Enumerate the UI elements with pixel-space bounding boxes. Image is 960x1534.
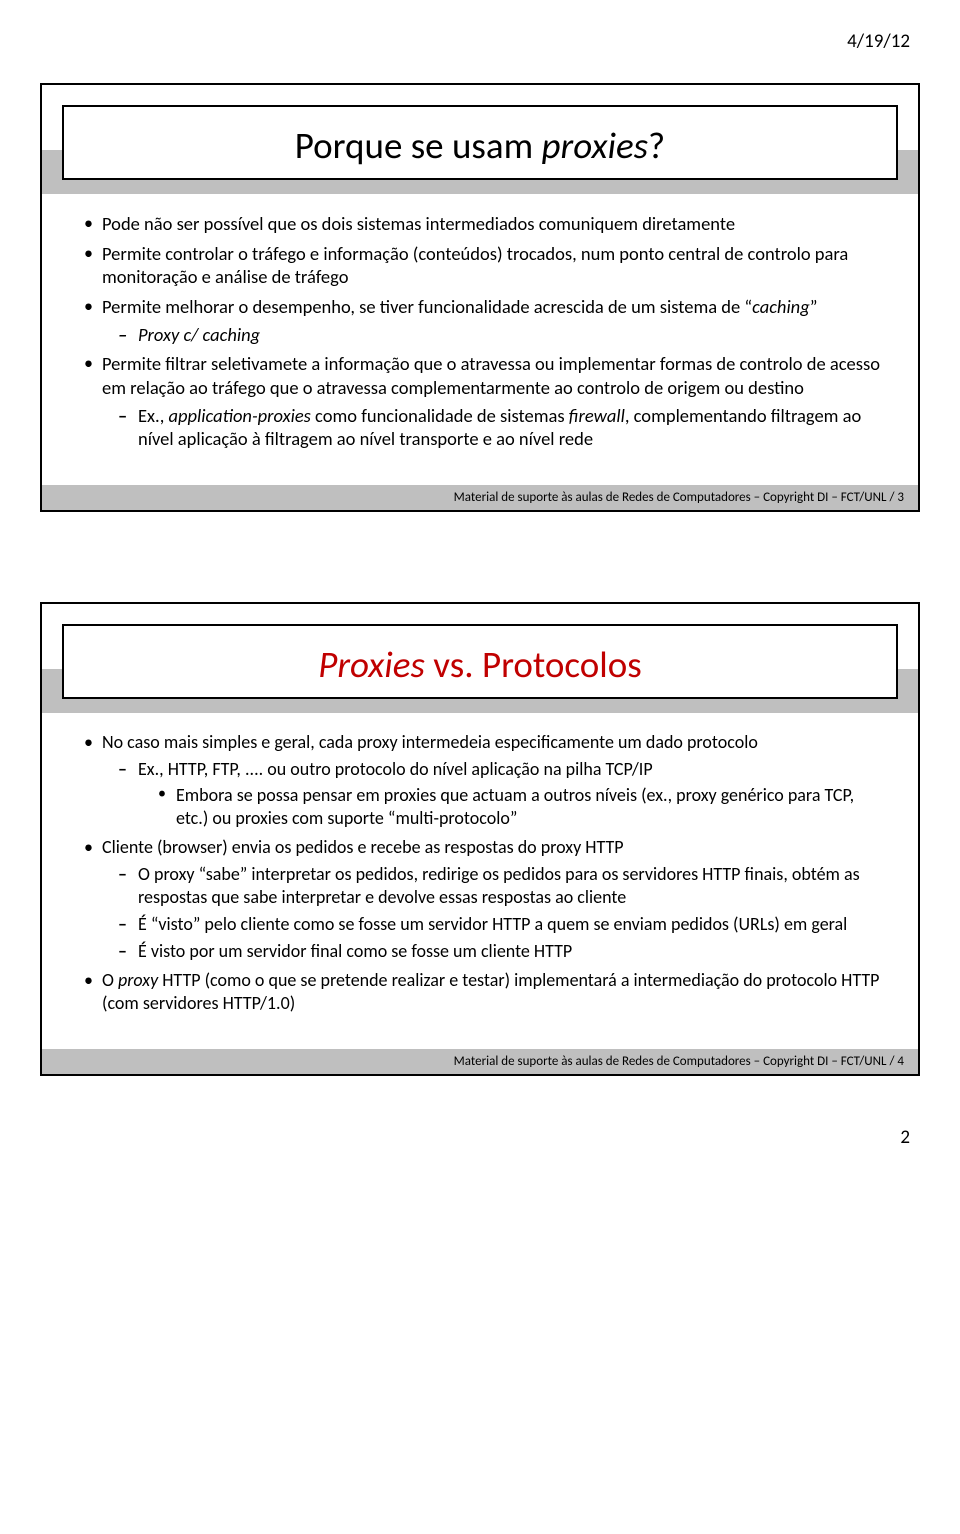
slide-1-b3-sub1: Proxy c/ caching (114, 323, 888, 347)
slide-1-b4-s1-mid: como funcionalidade de sistemas (311, 404, 569, 427)
slide-1-title-pre: Porque se usam (295, 123, 542, 168)
slide-1-title-italic: proxies (542, 123, 649, 168)
slide-2-b1-s1-t1: Embora se possa pensar em proxies que ac… (156, 784, 888, 830)
slide-2-bullet-3: O proxy HTTP (como o que se pretende rea… (82, 969, 888, 1015)
slide-1-b3-post: ” (810, 295, 818, 318)
slide-1-content: Pode não ser possível que os dois sistem… (42, 194, 918, 467)
slide-2-b2-sub2: É “visto” pelo cliente como se fosse um … (114, 913, 888, 936)
slide-2-title: Proxies vs. Protocolos (64, 626, 896, 697)
slide-2-title-italic: Proxies (318, 642, 425, 687)
slide-1-b3-em: caching (752, 295, 810, 318)
slide-2: Proxies vs. Protocolos No caso mais simp… (40, 602, 920, 1076)
slide-1-title-box: Porque se usam proxies? (62, 105, 898, 180)
slide-2-b2-sub3: É visto por um servidor final como se fo… (114, 940, 888, 963)
slide-2-b3-em: proxy (118, 969, 158, 991)
slide-2-b1-s1-text: Ex., HTTP, FTP, .... ou outro protocolo … (138, 758, 653, 780)
slide-2-title-box: Proxies vs. Protocolos (62, 624, 898, 699)
slide-1-bullet-2: Permite controlar o tráfego e informação… (82, 242, 888, 289)
slide-2-b2-text: Cliente (browser) envia os pedidos e rec… (102, 836, 624, 858)
slide-2-bullet-1: No caso mais simples e geral, cada proxy… (82, 731, 888, 830)
slide-2-title-post: vs. Protocolos (425, 642, 642, 687)
slide-1-bullet-3: Permite melhorar o desempenho, se tiver … (82, 295, 888, 346)
slide-1-bullet-1: Pode não ser possível que os dois sistem… (82, 212, 888, 236)
slide-1-b4-sub1: Ex., application-proxies como funcionali… (114, 404, 888, 451)
header-date: 4/19/12 (40, 30, 920, 53)
slide-1-b4-s1-em1: application-proxies (169, 404, 311, 427)
slide-1-bullet-4: Permite filtrar seletivamete a informaçã… (82, 352, 888, 451)
slide-2-b1-sub1: Ex., HTTP, FTP, .... ou outro protocolo … (114, 758, 888, 830)
slide-1-b4-s1-pre: Ex., (138, 404, 169, 427)
slide-2-b3-post: HTTP (como o que se pretende realizar e … (102, 969, 879, 1014)
slide-2-b2-sub1: O proxy “sabe” interpretar os pedidos, r… (114, 863, 888, 909)
page-number: 2 (40, 1126, 920, 1149)
slide-1: Porque se usam proxies? Pode não ser pos… (40, 83, 920, 512)
slide-1-b4-text: Permite filtrar seletivamete a informaçã… (102, 352, 880, 399)
slide-1-title-post: ? (648, 123, 665, 168)
slide-1-b4-s1-em2: firewall (569, 404, 625, 427)
slide-2-bullet-2: Cliente (browser) envia os pedidos e rec… (82, 836, 888, 963)
slide-2-footer: Material de suporte às aulas de Redes de… (42, 1049, 918, 1074)
slide-1-b3-pre: Permite melhorar o desempenho, se tiver … (102, 295, 752, 318)
slide-1-footer: Material de suporte às aulas de Redes de… (42, 485, 918, 510)
slide-1-title: Porque se usam proxies? (64, 107, 896, 178)
slide-2-b1-text: No caso mais simples e geral, cada proxy… (102, 731, 758, 753)
slide-2-b3-pre: O (102, 969, 118, 991)
slide-2-content: No caso mais simples e geral, cada proxy… (42, 713, 918, 1031)
